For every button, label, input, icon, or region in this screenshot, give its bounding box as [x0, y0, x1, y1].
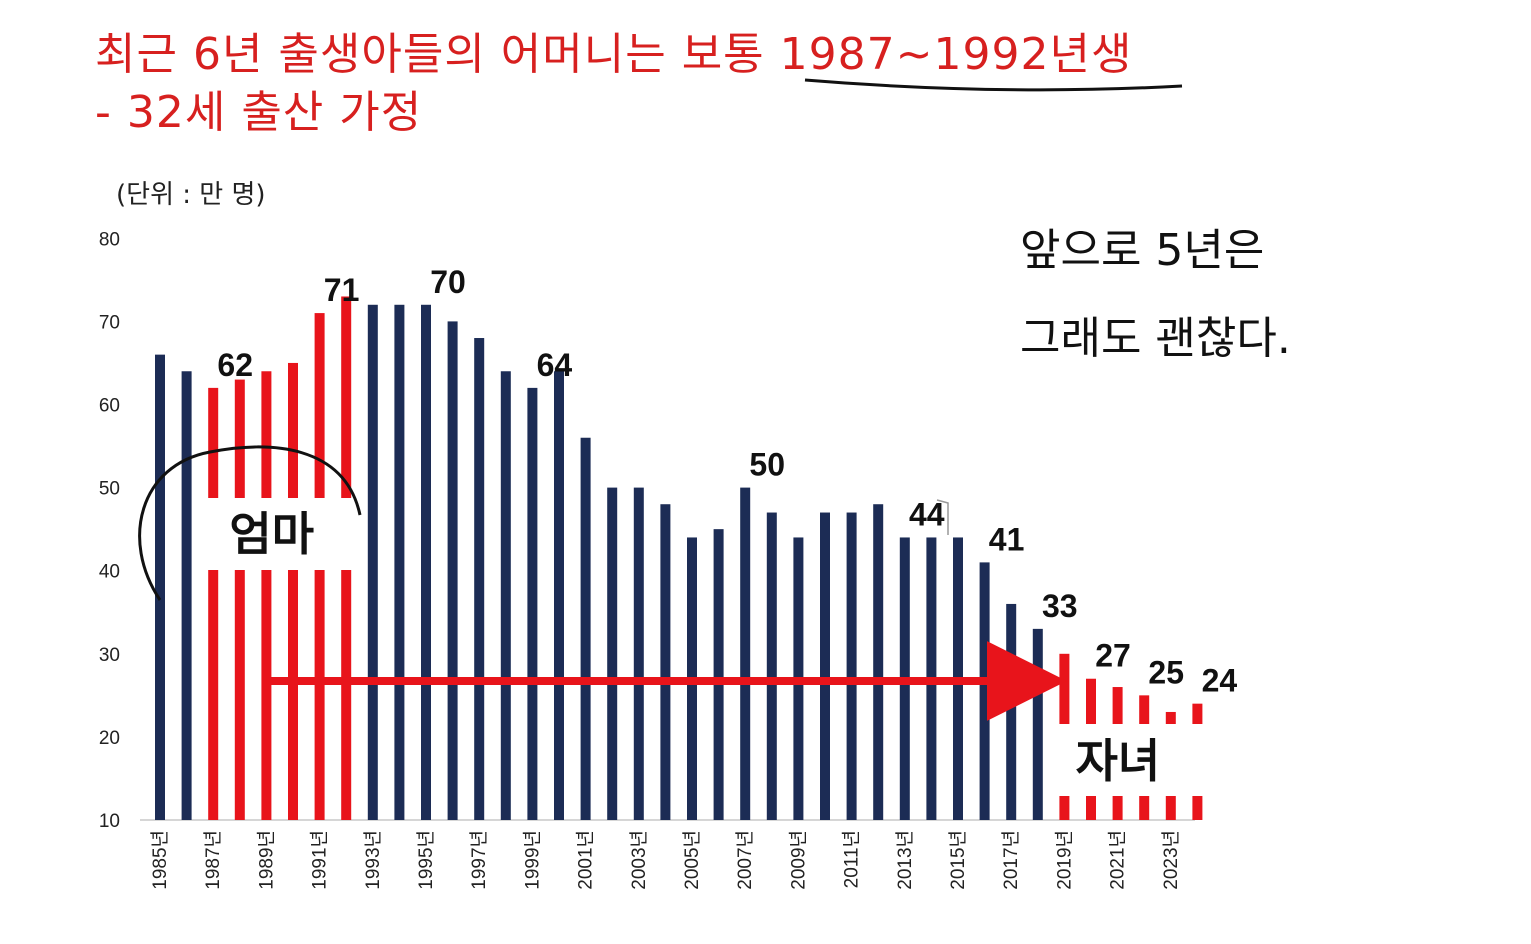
- data-label: 33: [1042, 588, 1078, 624]
- data-label: 41: [989, 521, 1025, 557]
- bar: [873, 504, 884, 820]
- page-title-line-2: - 32세 출산 가정: [95, 87, 423, 138]
- y-tick-label: 40: [99, 562, 120, 583]
- data-label: 27: [1095, 638, 1131, 674]
- x-tick-label: 2017년: [1000, 830, 1022, 890]
- x-tick-label: 2003년: [628, 830, 650, 890]
- y-tick-label: 30: [99, 645, 120, 666]
- bar: [288, 362, 298, 820]
- bar: [234, 379, 245, 820]
- x-tick-label: 2021년: [1107, 830, 1129, 890]
- bar: [979, 562, 990, 820]
- y-tick-label: 50: [99, 479, 120, 500]
- x-tick-label: 2013년: [894, 830, 916, 890]
- bar: [261, 371, 272, 820]
- page-title-line-1: 최근 6년 출생아들의 어머니는 보통 1987~1992년생: [95, 29, 1133, 80]
- data-label: 71: [324, 272, 360, 308]
- x-tick-label: 1989년: [255, 830, 277, 890]
- bar: [740, 487, 751, 820]
- y-tick-label: 80: [99, 229, 120, 250]
- underline-stroke: [804, 78, 1183, 92]
- bar: [633, 487, 644, 820]
- data-label: 44: [909, 496, 945, 532]
- data-label: 62: [217, 347, 253, 383]
- y-tick-label: 70: [99, 312, 120, 333]
- bar: [500, 371, 511, 820]
- bar: [367, 304, 378, 820]
- bar: [554, 371, 564, 820]
- x-axis-ticks: 1985년 1987년 1989년 1991년 1993년 1995년 1997년 1999년…: [149, 830, 1182, 890]
- x-tick-label: 2011년: [841, 830, 863, 888]
- x-tick-label: 2023년: [1160, 830, 1182, 890]
- bar: [527, 387, 538, 820]
- data-label: 50: [749, 447, 785, 483]
- bar: [447, 321, 458, 820]
- bar: [1032, 628, 1043, 820]
- children-label-box: [1051, 724, 1209, 796]
- data-label: 24: [1202, 663, 1238, 699]
- children-label: 자녀: [1076, 734, 1161, 788]
- bar: [846, 512, 857, 820]
- mother-circle-stroke: [138, 445, 362, 601]
- bar: [820, 512, 830, 820]
- mother-label-box: [202, 498, 358, 570]
- bar: [208, 387, 219, 820]
- data-label: 64: [537, 347, 573, 383]
- x-tick-label: 1987년: [202, 830, 224, 890]
- x-tick-label: 1991년: [309, 830, 331, 890]
- x-tick-label: 1997년: [468, 830, 490, 890]
- x-tick-label: 1985년: [149, 830, 171, 890]
- bar: [421, 304, 431, 820]
- data-label: 25: [1148, 654, 1184, 690]
- x-tick-label: 2015년: [947, 830, 969, 890]
- y-tick-label: 20: [99, 728, 120, 749]
- x-tick-label: 2009년: [787, 830, 809, 890]
- mother-label: 엄마: [229, 507, 314, 561]
- x-tick-label: 2007년: [734, 830, 756, 890]
- bar: [181, 371, 192, 820]
- data-label: 70: [430, 264, 466, 300]
- bar: [474, 338, 485, 820]
- x-tick-label: 1993년: [362, 830, 384, 890]
- x-tick-label: 2005년: [681, 830, 703, 890]
- bar: [580, 437, 591, 820]
- note-line-2: 그래도 괜찮다.: [1020, 313, 1291, 364]
- bar: [713, 529, 724, 820]
- bar: [394, 304, 405, 820]
- data-labels-group: 62 71 70 64 50 44 41 33 27 25 24: [217, 264, 1237, 699]
- bar: [607, 487, 618, 820]
- bar: [155, 354, 165, 820]
- x-tick-label: 1995년: [415, 830, 437, 890]
- y-axis: 10 20 30 40 50 60 70 80: [99, 229, 120, 832]
- x-tick-label: 2019년: [1053, 830, 1075, 890]
- bar: [766, 512, 777, 820]
- x-tick-label: 1999년: [521, 830, 543, 890]
- leader-line: [936, 499, 949, 535]
- unit-label: (단위 : 만 명): [116, 180, 266, 210]
- x-tick-label: 2001년: [575, 830, 597, 890]
- bar: [660, 504, 671, 820]
- note-line-1: 앞으로 5년은: [1020, 225, 1265, 276]
- bar: [1006, 603, 1017, 820]
- y-tick-label: 10: [99, 811, 120, 832]
- y-tick-label: 60: [99, 396, 120, 417]
